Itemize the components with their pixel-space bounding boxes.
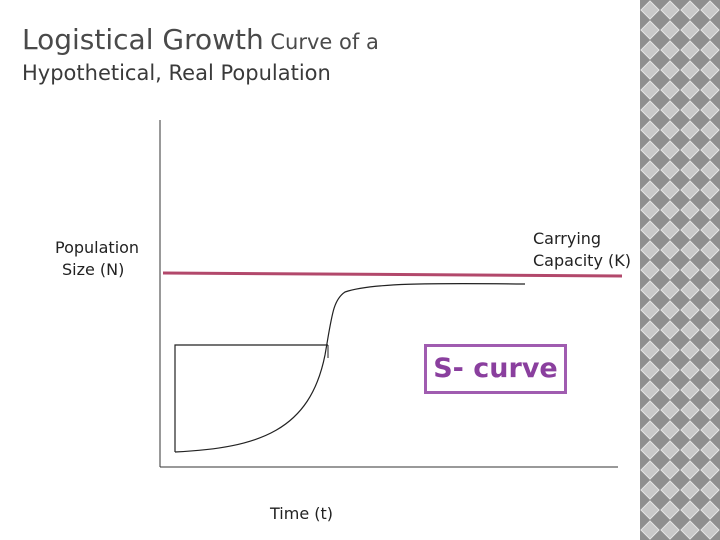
carrying-capacity-label-line-1: Carrying — [533, 229, 602, 248]
title-line-2: Hypothetical, Real Population — [22, 61, 331, 85]
logistic-growth-diagram — [159, 120, 623, 468]
x-axis-label: Time (t) — [270, 504, 333, 523]
carrying-capacity-line — [162, 271, 623, 278]
carrying-capacity-label: Carrying Capacity (K) — [533, 228, 631, 272]
title-main: Logistical Growth — [22, 23, 264, 56]
title-continuation: Curve of a — [263, 30, 379, 54]
decorative-pattern-strip — [640, 0, 720, 540]
y-axis-label-line-2: Size (N) — [62, 260, 125, 279]
s-curve-line — [174, 282, 526, 453]
y-axis-label-line-1: Population — [55, 238, 140, 257]
s-curve-label: S- curve — [424, 344, 567, 394]
slide-title: Logistical Growth Curve of a Hypothetica… — [22, 18, 379, 86]
lag-phase-outline — [174, 344, 328, 452]
carrying-capacity-label-line-2: Capacity (K) — [533, 251, 631, 270]
y-axis-label: Population Size (N) — [55, 237, 139, 281]
